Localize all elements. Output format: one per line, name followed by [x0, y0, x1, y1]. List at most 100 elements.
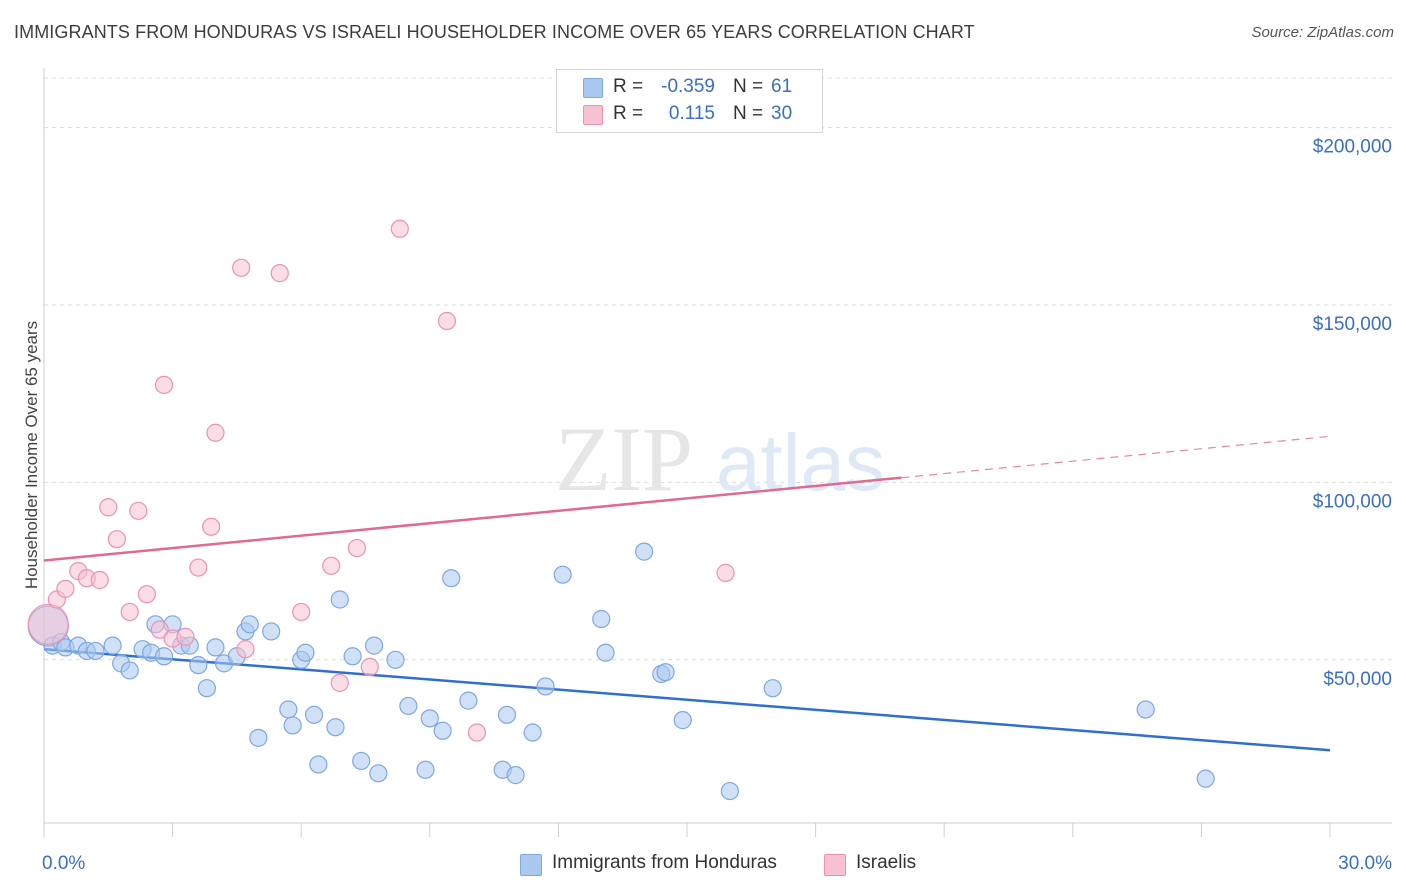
- israelis-point: [716, 563, 735, 582]
- y-tick-label: $100,000: [1313, 491, 1392, 512]
- honduras-point: [86, 641, 105, 661]
- honduras-swatch: [583, 78, 603, 98]
- chart-title: IMMIGRANTS FROM HONDURAS VS ISRAELI HOUS…: [14, 22, 975, 42]
- honduras-point: [656, 663, 675, 682]
- stats-row-israelis: R = 0.115 N = 30: [557, 101, 822, 127]
- israelis-point: [176, 627, 195, 646]
- honduras-point: [249, 728, 268, 747]
- n-value: 30: [771, 103, 793, 124]
- axis-layer: [43, 68, 1392, 837]
- honduras-point: [326, 718, 345, 737]
- honduras-point: [433, 721, 452, 740]
- trend-layer: [43, 435, 1331, 752]
- israelis-point: [437, 311, 457, 331]
- y-tick-label: $150,000: [1313, 314, 1392, 335]
- honduras-point: [343, 647, 362, 666]
- honduras-point: [635, 542, 654, 561]
- israelis-point: [90, 570, 109, 590]
- honduras-point: [240, 615, 259, 634]
- r-value: 0.115: [668, 103, 715, 124]
- israelis-point: [150, 620, 169, 639]
- honduras-point: [279, 700, 298, 719]
- stats-box: R = -0.359 N = 61 R = 0.115 N = 30: [556, 69, 823, 133]
- israelis-point: [330, 673, 349, 692]
- y-tick-label: $200,000: [1313, 137, 1392, 158]
- honduras-point: [154, 647, 174, 666]
- honduras-trendline: [43, 647, 1331, 752]
- honduras-point: [763, 679, 782, 698]
- israelis-point: [56, 579, 75, 598]
- honduras-point: [536, 677, 555, 696]
- israelis-point: [154, 375, 174, 394]
- honduras-point: [506, 766, 525, 785]
- n-label: N =: [733, 103, 764, 124]
- honduras-point: [206, 638, 225, 657]
- points-layer: [27, 219, 1215, 801]
- israelis-point: [202, 517, 221, 536]
- honduras-point: [262, 622, 281, 641]
- n-label: N =: [733, 76, 764, 97]
- n-value: 61: [771, 76, 793, 97]
- israelis-point: [236, 640, 255, 659]
- honduras-point: [309, 755, 328, 774]
- israelis-point: [129, 501, 148, 520]
- stats-row-honduras: R = -0.359 N = 61: [557, 74, 822, 100]
- honduras-point: [596, 643, 615, 662]
- israelis-point: [292, 602, 311, 622]
- honduras-point: [553, 565, 572, 584]
- israelis-point: [107, 530, 126, 549]
- honduras-point: [189, 656, 208, 675]
- honduras-point: [673, 711, 692, 730]
- legend-label-honduras: Immigrants from Honduras: [552, 852, 777, 873]
- x-tick-label: 30.0%: [1338, 853, 1392, 874]
- honduras-point: [369, 764, 388, 783]
- r-label: R =: [613, 76, 644, 97]
- y-tick-label: $50,000: [1323, 669, 1392, 690]
- honduras-point: [197, 679, 216, 698]
- r-label: R =: [613, 103, 644, 124]
- honduras-point: [420, 709, 439, 728]
- honduras-point: [720, 781, 739, 801]
- israelis-point: [206, 423, 225, 442]
- legend-label-israelis: Israelis: [856, 852, 917, 873]
- honduras-point: [330, 590, 349, 609]
- honduras-point: [442, 569, 461, 588]
- honduras-point: [1136, 700, 1155, 719]
- honduras-point: [1196, 769, 1215, 788]
- israelis-point: [270, 264, 289, 283]
- watermark-zip: ZIP: [555, 408, 693, 510]
- israelis-point: [467, 723, 487, 742]
- honduras-point: [386, 650, 405, 669]
- honduras-point: [592, 609, 611, 629]
- honduras-point: [352, 751, 371, 771]
- honduras-point: [497, 705, 517, 724]
- israelis-point: [347, 538, 367, 558]
- x-tick-label: 0.0%: [42, 853, 85, 874]
- label-layer: $50,000 $100,000 $150,000 $200,000 0.0% 30.0%: [42, 137, 1392, 874]
- israelis-point: [137, 585, 156, 604]
- honduras-point: [364, 636, 384, 655]
- honduras-point: [459, 691, 478, 710]
- legend-swatch-honduras: [520, 854, 542, 876]
- honduras-point: [103, 636, 122, 655]
- israelis-point: [189, 558, 208, 577]
- israelis-trendline: [43, 476, 902, 562]
- israelis-point: [27, 603, 69, 645]
- israelis-point: [390, 219, 409, 238]
- honduras-point: [399, 696, 418, 716]
- israelis-point: [232, 258, 251, 277]
- israelis-swatch: [583, 105, 603, 125]
- israelis-point: [360, 657, 379, 677]
- legend-swatch-israelis: [824, 854, 846, 876]
- honduras-point: [523, 723, 542, 742]
- honduras-point: [416, 760, 435, 779]
- honduras-point: [304, 705, 324, 724]
- chart-source: Source: ZipAtlas.com: [1251, 24, 1394, 41]
- israelis-point: [99, 498, 118, 517]
- honduras-point: [283, 716, 302, 735]
- israelis-trendline-extension: [901, 435, 1331, 479]
- israelis-point: [322, 556, 341, 575]
- israelis-point: [120, 602, 139, 622]
- r-value: -0.359: [661, 76, 715, 97]
